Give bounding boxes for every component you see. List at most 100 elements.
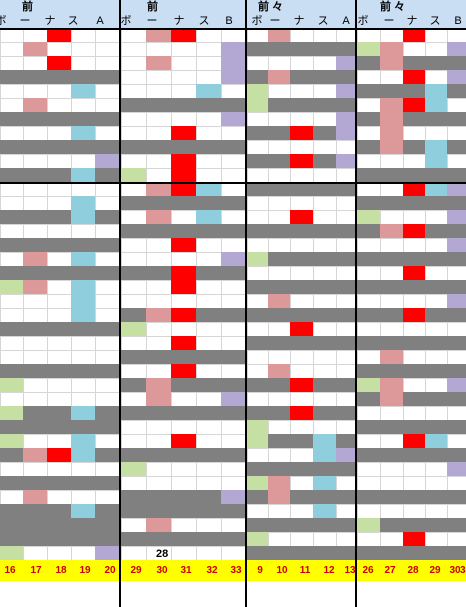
gray-band	[121, 98, 245, 112]
header-divider	[0, 28, 466, 30]
lavender-cell	[447, 462, 466, 476]
green-cell	[357, 42, 380, 56]
blue-cell	[71, 196, 95, 224]
pink-cell	[146, 56, 171, 70]
gray-band	[121, 224, 245, 238]
header-cell: B	[225, 15, 233, 27]
pink-cell	[380, 42, 403, 70]
block-divider	[355, 0, 357, 607]
green-cell	[0, 280, 23, 294]
red-cell	[171, 126, 196, 140]
grid-line	[380, 28, 381, 560]
blue-cell	[71, 406, 95, 420]
red-cell	[47, 28, 71, 42]
pink-cell	[146, 378, 171, 406]
gray-band	[0, 70, 119, 84]
gray-band	[357, 168, 466, 182]
lavender-cell	[221, 42, 245, 84]
lavender-cell	[221, 392, 245, 406]
grid-line	[0, 238, 466, 239]
header-cell: ス	[429, 15, 441, 27]
gray-band	[0, 210, 119, 224]
blue-cell	[313, 504, 336, 518]
gray-band	[357, 84, 466, 98]
footer-cell: 30	[156, 565, 168, 576]
footer-cell: 11	[299, 565, 311, 576]
lavender-cell	[447, 210, 466, 224]
lavender-cell	[447, 42, 466, 56]
grid-line	[95, 28, 96, 560]
footer-cell: 19	[79, 565, 91, 576]
number-footer-band: 16 17 18 19 20 29 30 31 32 33 9 10 11 12…	[0, 560, 466, 581]
lavender-cell	[221, 490, 245, 504]
gray-band	[121, 532, 245, 546]
gray-band	[357, 490, 466, 504]
gray-band	[121, 448, 245, 462]
footer-cell: 26	[362, 565, 374, 576]
gray-band	[357, 420, 466, 434]
gray-band	[0, 420, 119, 434]
block-1-title: 前	[22, 1, 33, 13]
gray-band	[0, 476, 119, 490]
green-cell	[0, 546, 23, 560]
grid-line	[403, 28, 404, 560]
blue-cell	[71, 434, 95, 462]
gray-band	[247, 280, 355, 294]
gray-band	[0, 532, 119, 546]
red-cell	[403, 98, 425, 112]
pink-cell	[380, 350, 403, 364]
block-4-title: 前 々	[380, 1, 406, 13]
red-cell	[47, 56, 71, 70]
block-2-title: 前	[147, 1, 158, 13]
gray-band	[357, 518, 466, 532]
pink-cell	[146, 308, 171, 322]
blue-cell	[71, 168, 95, 182]
red-cell	[403, 28, 425, 42]
green-cell	[0, 406, 23, 420]
gray-band	[0, 112, 119, 126]
lavender-cell	[336, 84, 355, 98]
grid-line	[0, 28, 1, 560]
red-cell	[47, 448, 71, 462]
lavender-cell	[447, 238, 466, 252]
gray-band	[0, 168, 119, 182]
lavender-cell	[336, 448, 355, 462]
pink-cell	[23, 252, 47, 266]
blue-cell	[71, 504, 95, 518]
red-cell	[171, 266, 196, 294]
gray-band	[247, 42, 355, 56]
gray-band	[247, 546, 355, 560]
lavender-cell	[221, 252, 245, 266]
grid-line	[0, 280, 466, 281]
green-cell	[247, 252, 268, 266]
grid-line	[0, 84, 466, 85]
gray-band	[121, 196, 245, 210]
gray-band	[0, 140, 119, 154]
annotation-text: 28	[156, 548, 169, 560]
block-divider	[119, 0, 121, 607]
footer-cell: 33	[230, 565, 242, 576]
footer-cell: 16	[4, 565, 16, 576]
gray-band	[247, 336, 355, 350]
lavender-cell	[447, 294, 466, 308]
blue-cell	[71, 308, 95, 322]
footer-cell: 18	[55, 565, 67, 576]
gray-band	[247, 252, 355, 266]
blue-cell	[71, 84, 95, 98]
cell-grid	[0, 28, 466, 561]
gray-band	[357, 112, 466, 126]
lavender-cell	[447, 70, 466, 84]
grid-line	[0, 126, 466, 127]
green-cell	[121, 462, 146, 476]
blue-cell	[196, 210, 221, 224]
gray-band	[0, 504, 119, 518]
footer-cell: 29	[429, 565, 441, 576]
red-cell	[171, 238, 196, 252]
header-cell: ボ	[0, 15, 7, 27]
blank-area	[0, 581, 466, 607]
footer-cell: 13	[344, 565, 356, 576]
pink-cell	[146, 210, 171, 224]
lavender-cell	[447, 182, 466, 196]
blue-cell	[425, 182, 447, 196]
